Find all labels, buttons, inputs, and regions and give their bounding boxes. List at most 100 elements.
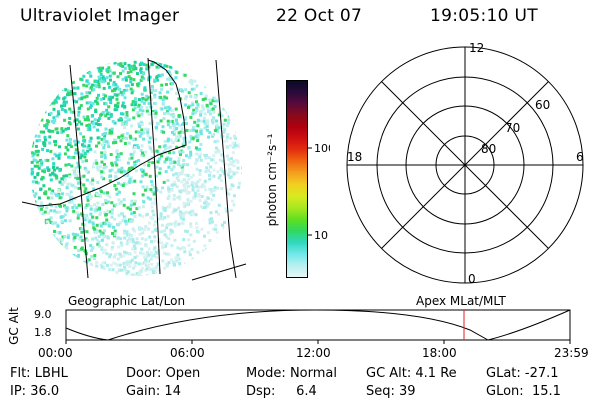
uv-speckle-pixel bbox=[120, 166, 124, 170]
uv-speckle-pixel bbox=[54, 266, 58, 270]
uv-speckle-pixel bbox=[40, 75, 44, 79]
uv-speckle-pixel bbox=[226, 88, 230, 92]
uv-speckle-pixel bbox=[169, 222, 173, 226]
uv-speckle-pixel bbox=[218, 78, 222, 82]
uv-speckle-pixel bbox=[174, 220, 178, 224]
uv-speckle-pixel bbox=[140, 123, 144, 126]
uv-speckle-pixel bbox=[39, 274, 43, 276]
uv-speckle-pixel bbox=[241, 166, 242, 170]
uv-speckle-pixel bbox=[221, 245, 224, 249]
uv-speckle-pixel bbox=[133, 161, 136, 165]
uv-speckle-pixel bbox=[141, 252, 145, 256]
uv-speckle-pixel bbox=[129, 80, 133, 84]
uv-speckle-pixel bbox=[205, 124, 209, 128]
uv-speckle-pixel bbox=[125, 136, 129, 140]
uv-speckle-pixel bbox=[39, 187, 43, 191]
uv-speckle-pixel bbox=[208, 218, 212, 222]
uv-speckle-pixel bbox=[120, 134, 124, 138]
uv-speckle-pixel bbox=[178, 197, 182, 201]
uv-speckle-pixel bbox=[62, 267, 66, 270]
uv-speckle-pixel bbox=[168, 77, 172, 81]
uv-speckle-pixel bbox=[33, 63, 37, 67]
uv-speckle-pixel bbox=[221, 159, 225, 163]
uv-speckle-pixel bbox=[123, 62, 127, 66]
uv-speckle-pixel bbox=[130, 103, 134, 107]
colorbar-unit-label: photon cm⁻²s⁻¹ bbox=[265, 133, 279, 226]
uv-speckle-pixel bbox=[150, 62, 154, 66]
uv-speckle-pixel bbox=[133, 247, 137, 250]
uv-speckle-pixel bbox=[171, 131, 174, 134]
uv-speckle-pixel bbox=[170, 119, 174, 123]
uv-speckle-pixel bbox=[97, 75, 101, 79]
uv-speckle-pixel bbox=[124, 116, 128, 120]
uv-speckle-pixel bbox=[70, 200, 74, 204]
mlt-label-0: 0 bbox=[468, 272, 476, 286]
uv-speckle-pixel bbox=[153, 200, 157, 203]
uv-speckle-pixel bbox=[99, 224, 103, 228]
uv-speckle-pixel bbox=[226, 121, 230, 125]
uv-speckle-pixel bbox=[146, 196, 150, 200]
uv-speckle-pixel bbox=[97, 168, 101, 172]
uv-speckle-pixel bbox=[121, 184, 125, 187]
uv-speckle-pixel bbox=[137, 82, 141, 86]
uv-speckle-pixel bbox=[101, 80, 105, 84]
uv-speckle-pixel bbox=[117, 245, 121, 249]
uv-speckle-pixel bbox=[185, 154, 188, 158]
uv-speckle-pixel bbox=[89, 270, 93, 274]
uv-speckle-pixel bbox=[104, 102, 108, 106]
uv-speckle-pixel bbox=[134, 130, 138, 134]
uv-speckle-pixel bbox=[154, 202, 157, 206]
uv-speckle-pixel bbox=[128, 237, 132, 241]
uv-speckle-pixel bbox=[98, 123, 102, 127]
uv-speckle-pixel bbox=[53, 99, 57, 103]
uv-speckle-pixel bbox=[113, 184, 117, 187]
uv-speckle-pixel bbox=[193, 65, 197, 69]
uv-speckle-pixel bbox=[148, 75, 152, 79]
uv-speckle-pixel bbox=[111, 119, 115, 123]
uv-speckle-pixel bbox=[195, 129, 198, 133]
uv-speckle-pixel bbox=[175, 122, 179, 126]
uv-speckle-pixel bbox=[137, 122, 141, 126]
uv-speckle-pixel bbox=[73, 139, 77, 143]
uv-speckle-pixel bbox=[58, 210, 62, 214]
uv-speckle-pixel bbox=[175, 118, 178, 122]
uv-speckle-pixel bbox=[235, 205, 239, 209]
uv-speckle-pixel bbox=[192, 128, 196, 132]
uv-speckle-pixel bbox=[226, 72, 230, 76]
uv-speckle-pixel bbox=[126, 71, 130, 75]
uv-speckle-pixel bbox=[130, 203, 134, 207]
uv-speckle-pixel bbox=[143, 228, 147, 231]
uv-speckle-pixel bbox=[111, 83, 115, 87]
uv-speckle-pixel bbox=[156, 249, 160, 253]
uv-speckle-pixel bbox=[175, 176, 179, 180]
uv-speckle-pixel bbox=[179, 63, 183, 67]
uv-speckle-pixel bbox=[225, 235, 229, 239]
uv-speckle-pixel bbox=[213, 253, 217, 257]
uv-speckle-pixel bbox=[213, 97, 217, 101]
uv-speckle-pixel bbox=[131, 153, 135, 157]
uv-speckle-pixel bbox=[123, 268, 127, 272]
uv-speckle-pixel bbox=[121, 77, 125, 81]
uv-speckle-pixel bbox=[105, 272, 109, 276]
uv-speckle-pixel bbox=[175, 64, 179, 68]
uv-speckle-pixel bbox=[133, 163, 137, 167]
uv-speckle-pixel bbox=[41, 175, 45, 179]
uv-speckle-pixel bbox=[128, 264, 132, 268]
uv-speckle-pixel bbox=[82, 135, 86, 139]
uv-speckle-pixel bbox=[140, 92, 144, 96]
uv-speckle-pixel bbox=[36, 218, 40, 221]
uv-speckle-pixel bbox=[144, 225, 148, 228]
uv-speckle-pixel bbox=[41, 70, 45, 74]
uv-speckle-pixel bbox=[64, 145, 68, 149]
uv-speckle-pixel bbox=[228, 167, 232, 171]
geo-meridian-line bbox=[69, 64, 89, 279]
uv-speckle-pixel bbox=[168, 158, 172, 162]
uv-speckle-pixel bbox=[63, 118, 67, 122]
uv-speckle-pixel bbox=[129, 260, 132, 264]
uv-speckle-pixel bbox=[97, 85, 101, 89]
uv-speckle-pixel bbox=[201, 68, 205, 72]
uv-speckle-pixel bbox=[65, 100, 68, 104]
uv-speckle-pixel bbox=[223, 128, 227, 132]
uv-speckle-pixel bbox=[89, 262, 93, 266]
uv-speckle-pixel bbox=[233, 79, 237, 83]
